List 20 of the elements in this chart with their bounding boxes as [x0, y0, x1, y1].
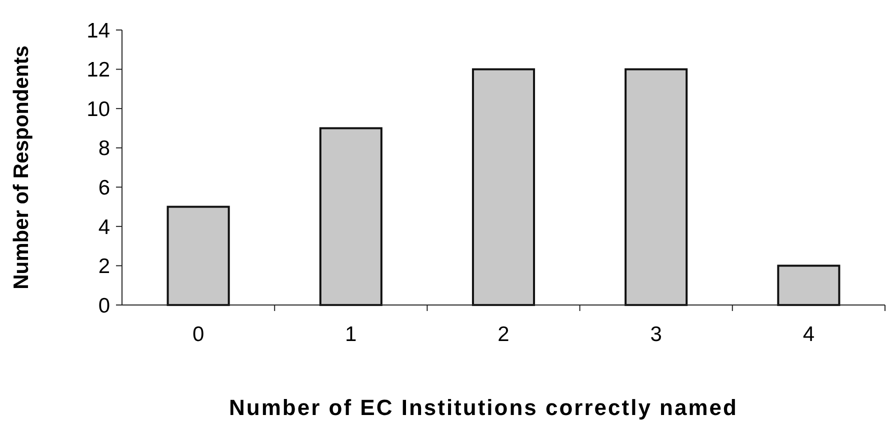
y-axis-title: Number of Respondents [10, 46, 33, 290]
y-tick-label: 8 [98, 137, 110, 160]
y-tick-label: 14 [86, 19, 110, 42]
y-tick-label: 4 [98, 216, 110, 239]
y-tick-label: 0 [98, 294, 110, 318]
x-tick-label: 0 [192, 323, 204, 346]
x-tick-label: 3 [650, 323, 662, 346]
y-tick-label: 10 [86, 98, 110, 121]
y-tick-label: 6 [98, 176, 110, 200]
y-tick-label: 12 [86, 58, 110, 82]
y-tick-label: 2 [98, 255, 110, 278]
x-tick-label: 1 [345, 323, 357, 346]
bar [319, 127, 382, 306]
x-tick-label: 4 [802, 323, 815, 346]
bar [472, 68, 536, 306]
x-tick-label: 2 [498, 323, 510, 346]
x-axis-title: Number of EC Institutions correctly named [229, 395, 738, 420]
bar [166, 206, 230, 306]
bar [624, 68, 688, 306]
bar [777, 264, 840, 306]
